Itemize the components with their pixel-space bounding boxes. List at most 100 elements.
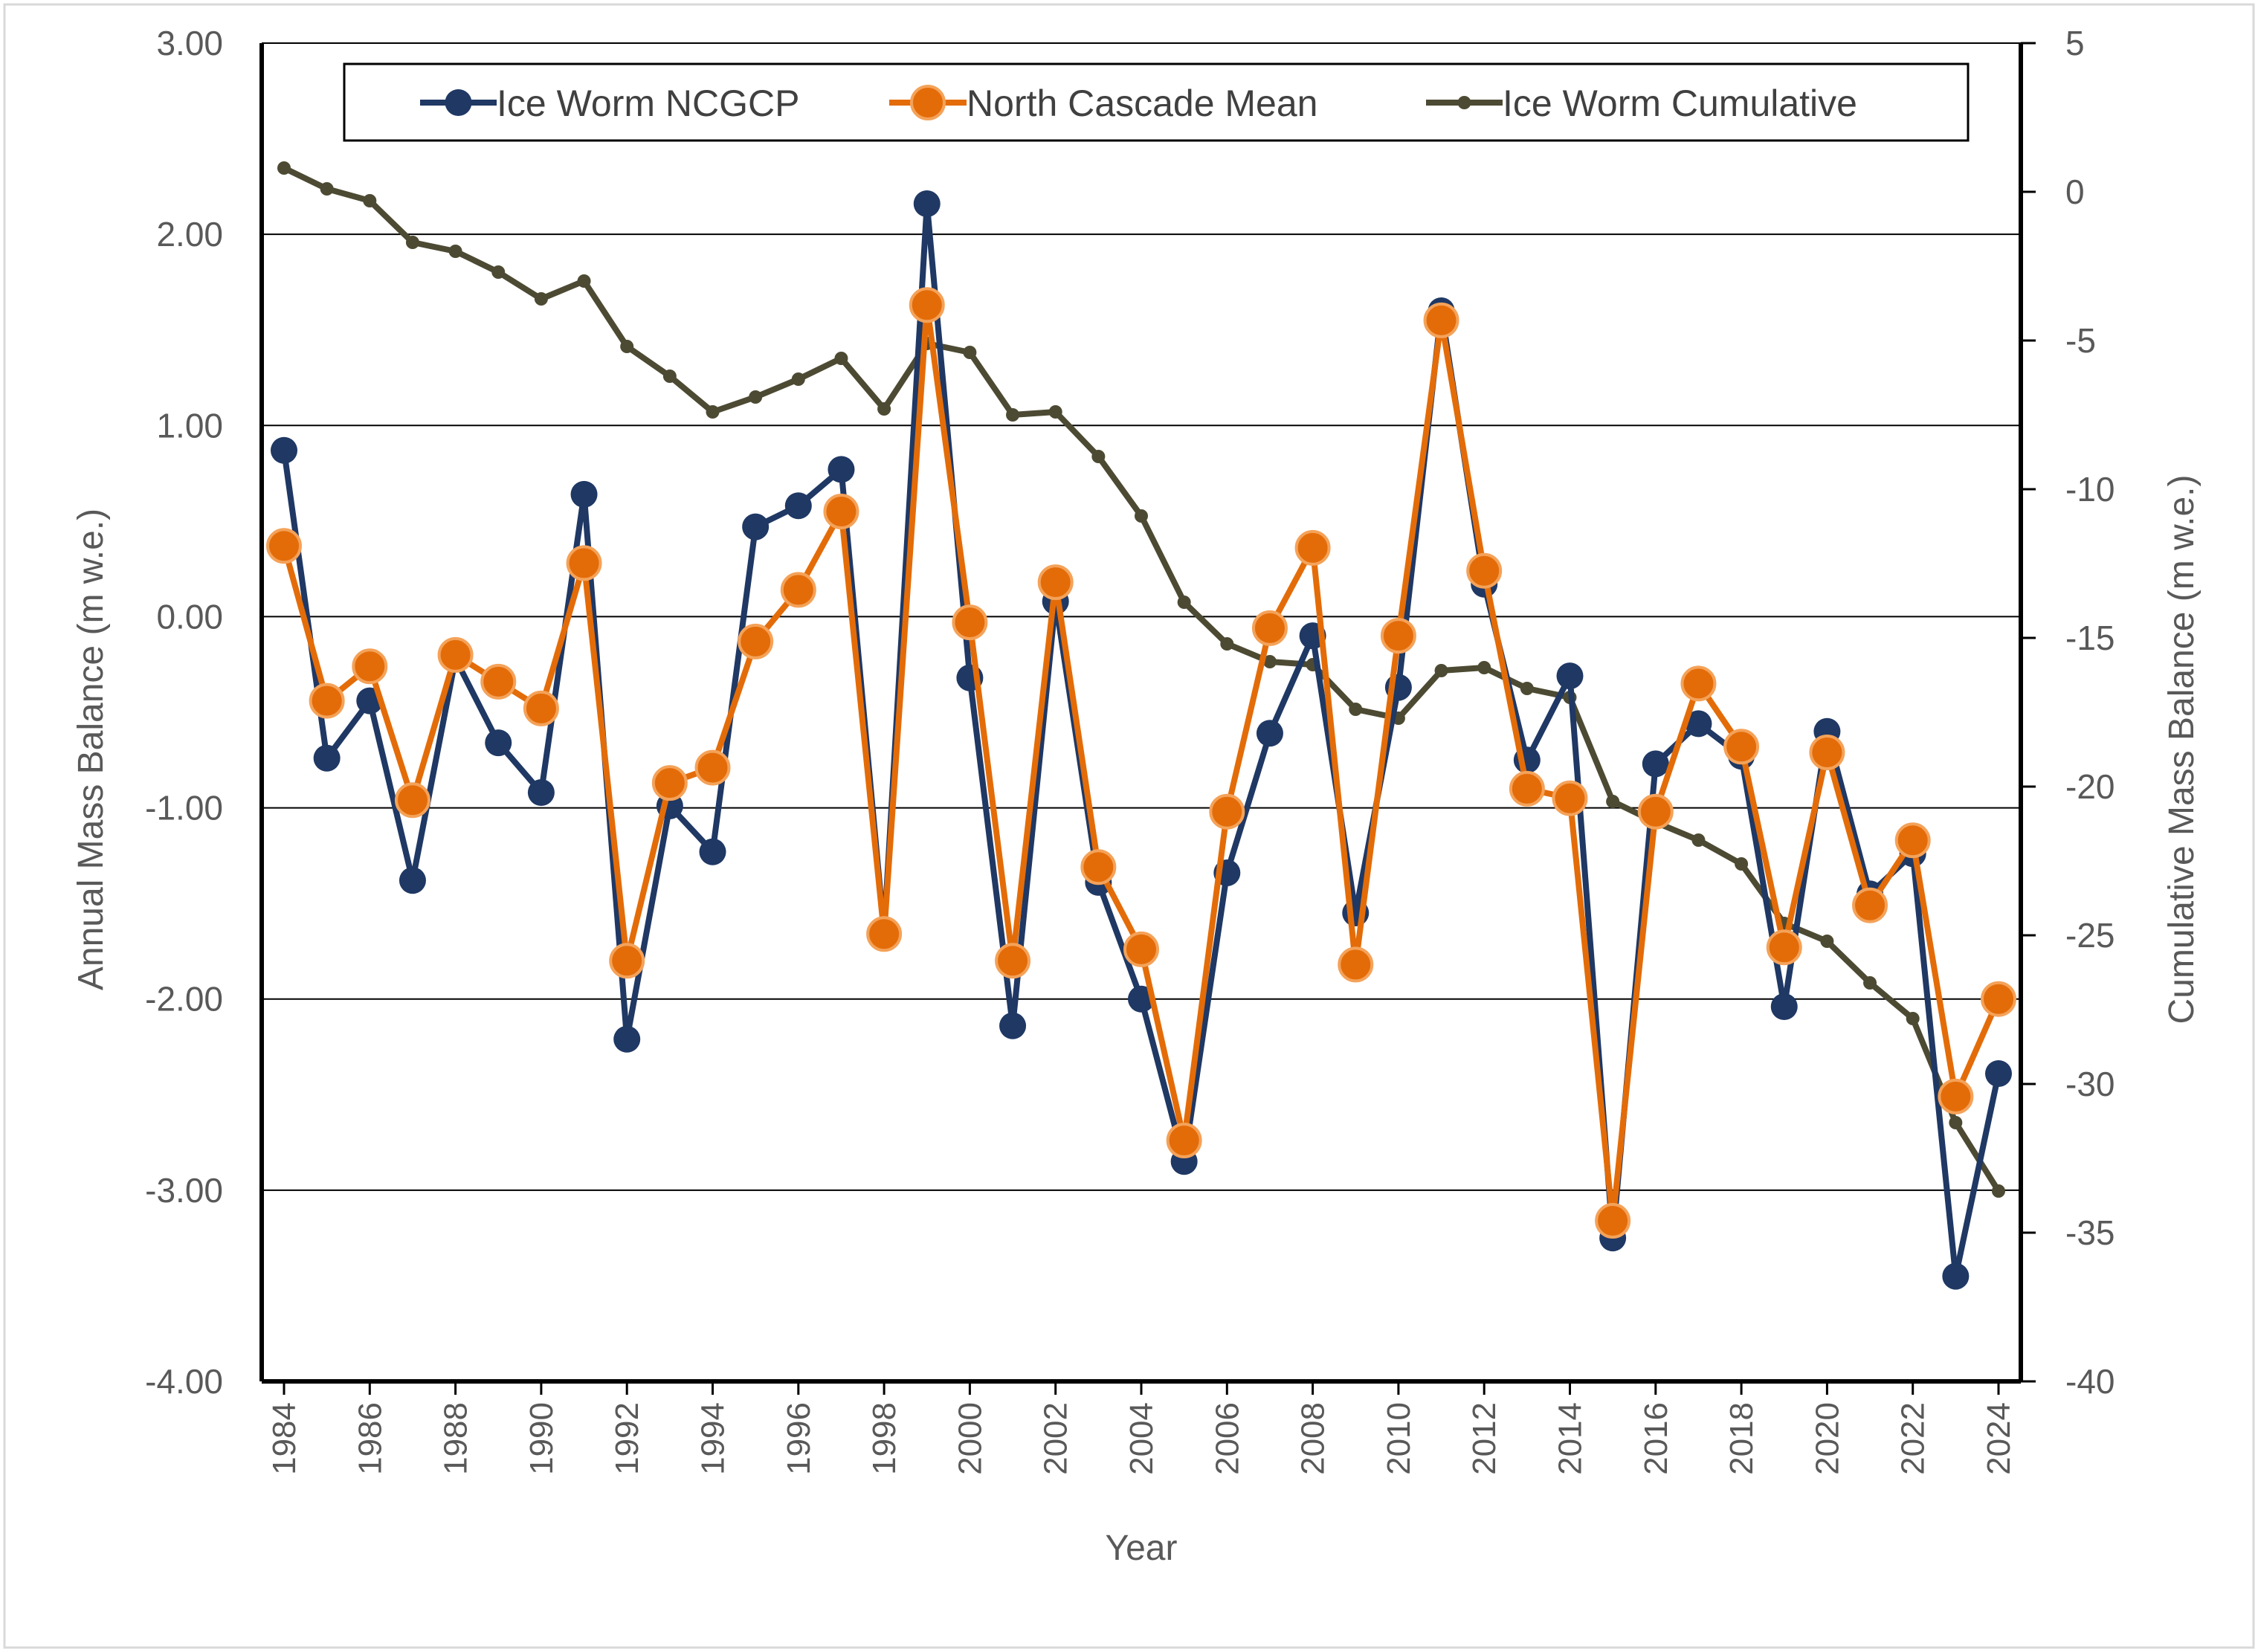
data-point (609, 943, 645, 979)
data-point (1037, 564, 1074, 601)
data-point (491, 265, 506, 279)
data-point (1262, 655, 1277, 668)
x-tick-label: 1990 (523, 1402, 560, 1475)
data-point (651, 765, 688, 801)
data-point (309, 683, 345, 719)
data-point (1691, 833, 1706, 847)
data-point (834, 352, 848, 365)
data-point (352, 648, 388, 685)
data-point (1949, 1116, 1963, 1129)
x-axis-title: Year (1106, 1529, 1178, 1568)
data-point (1680, 665, 1717, 702)
data-point (1380, 618, 1416, 654)
x-tick-label: 2024 (1981, 1402, 2017, 1475)
x-tick-label: 2016 (1638, 1402, 1674, 1475)
data-point (866, 916, 903, 952)
legend-box (343, 62, 1970, 142)
legend-marker-2 (1457, 96, 1471, 109)
y2-axis-title: Cumulative Mass Balance (m w.e.) (2162, 475, 2201, 1025)
data-point (1642, 750, 1669, 778)
data-point (399, 867, 426, 894)
legend-marker-1 (910, 85, 946, 120)
data-point (320, 182, 334, 196)
data-point (1595, 1203, 1631, 1239)
data-point (1349, 703, 1363, 716)
y2-tick-label: -5 (2065, 321, 2096, 360)
y-tick-label: 2.00 (156, 215, 223, 254)
y2-tick-label: -35 (2065, 1213, 2115, 1252)
data-point (749, 390, 763, 404)
data-point (1552, 780, 1588, 816)
y-tick-label: 0.00 (156, 597, 223, 636)
x-tick-label: 2022 (1895, 1402, 1932, 1475)
y-tick-label: -2.00 (145, 980, 223, 1019)
data-point (706, 405, 720, 419)
data-point (394, 782, 430, 819)
x-tick-label: 1986 (352, 1402, 388, 1475)
data-point (1006, 408, 1020, 422)
data-point (877, 402, 891, 416)
legend-label-2: Ice Worm Cumulative (1503, 83, 1857, 124)
data-point (1556, 662, 1584, 690)
data-point (1048, 405, 1062, 419)
data-point (780, 572, 816, 608)
data-point (405, 236, 419, 249)
data-point (1942, 1262, 1970, 1290)
y2-tick-label: 0 (2065, 172, 2085, 211)
data-point (1434, 664, 1448, 677)
y2-tick-label: -10 (2065, 470, 2115, 509)
data-point (784, 492, 812, 520)
data-point (1091, 450, 1106, 463)
data-point (363, 194, 377, 207)
legend-marker-0 (445, 89, 472, 116)
data-point (1938, 1078, 1974, 1114)
data-point (909, 287, 945, 323)
data-point (1863, 976, 1877, 990)
y-tick-label: -1.00 (145, 789, 223, 827)
y2-tick-label: -40 (2065, 1362, 2115, 1401)
data-point (963, 346, 977, 359)
x-tick-label: 1992 (609, 1402, 645, 1475)
data-point (1256, 720, 1283, 747)
data-point (1123, 931, 1159, 967)
data-point (1685, 710, 1712, 738)
data-point (1985, 1060, 2012, 1087)
data-point (791, 372, 805, 386)
data-point (1166, 1123, 1202, 1158)
x-tick-label: 2010 (1381, 1402, 1417, 1475)
series-group (266, 161, 2016, 1290)
data-point (523, 690, 559, 726)
axes: 3.00 2.00 1.00 0.00 -1.00 -2.00 -3.00 -4.00 5 0 -5… (145, 24, 2115, 1475)
x-tick-label: 2018 (1723, 1402, 1760, 1475)
data-point (823, 494, 859, 529)
data-point (1220, 637, 1234, 651)
data-point (480, 663, 517, 700)
legend: Ice Worm NCGCP North Cascade Mean Ice Worm… (343, 62, 1970, 142)
data-point (1477, 661, 1491, 674)
x-tick-label: 1994 (695, 1402, 732, 1475)
data-point (1809, 735, 1845, 770)
y-tick-label: -4.00 (145, 1362, 223, 1401)
data-point (1423, 302, 1459, 338)
data-point (527, 779, 555, 806)
figure-border (3, 3, 2255, 1649)
data-point (699, 838, 726, 865)
data-point (738, 623, 774, 659)
y-tick-label: 3.00 (156, 24, 223, 62)
data-point (277, 161, 291, 175)
data-point (566, 545, 602, 581)
x-tick-label: 2014 (1552, 1402, 1589, 1475)
data-point (913, 190, 941, 217)
x-tick-label: 1988 (438, 1402, 474, 1475)
data-point (662, 370, 677, 383)
data-point (1338, 946, 1374, 983)
data-point (437, 636, 474, 673)
data-point (1766, 929, 1802, 966)
data-point (1209, 793, 1245, 830)
data-point (577, 274, 591, 288)
data-point (1637, 793, 1674, 830)
data-point (1177, 596, 1191, 609)
y2-tick-label: -15 (2065, 619, 2115, 657)
data-point (313, 744, 341, 772)
data-point (1852, 887, 1888, 923)
